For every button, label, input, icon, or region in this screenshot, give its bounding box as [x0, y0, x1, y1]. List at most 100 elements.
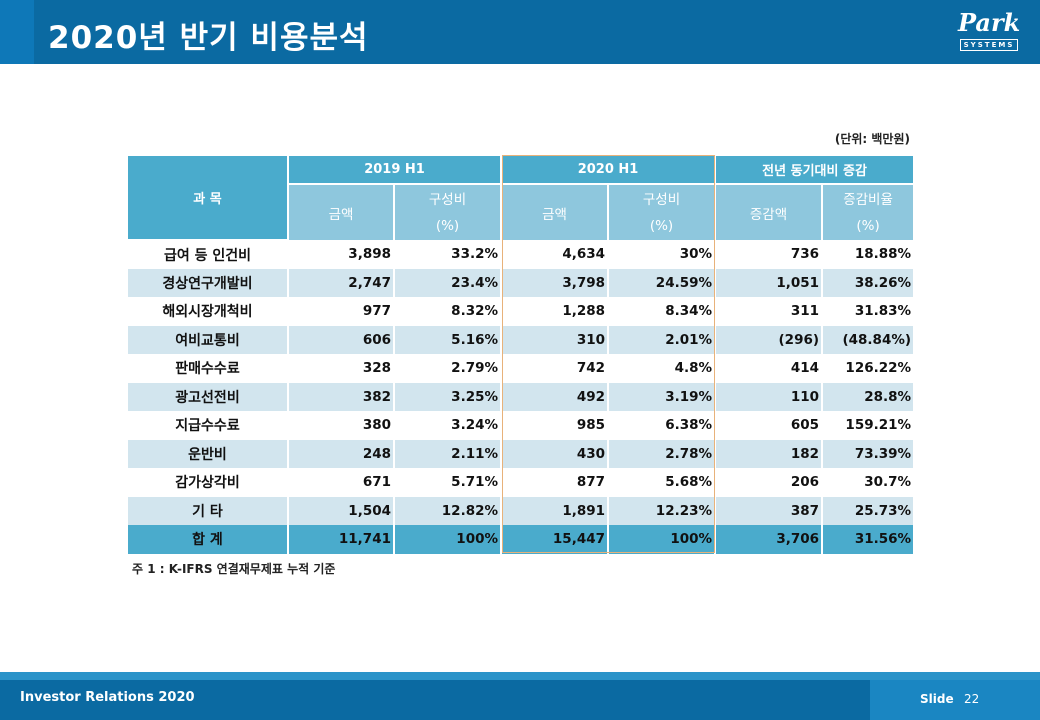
- amount-2020: 310: [501, 325, 610, 354]
- footer-strip: [0, 672, 1040, 680]
- logo-subtext: SYSTEMS: [960, 39, 1018, 51]
- total-row-label: 합 계: [128, 525, 289, 554]
- ratio-2019: 2.11%: [394, 439, 503, 468]
- group-header-2019: 2019 H1: [288, 156, 503, 185]
- total-change-rate: 31.56%: [822, 525, 914, 554]
- amount-2019: 2,747: [288, 268, 395, 297]
- amount-2020: 4,634: [501, 240, 610, 269]
- change-amount: 1,051: [715, 268, 824, 297]
- change-amount: 311: [715, 297, 824, 326]
- change-rate: 31.83%: [854, 303, 912, 320]
- amount-2020: 3,798: [501, 268, 610, 297]
- ratio-2020: 2.01%: [608, 325, 717, 354]
- change-amount: 387: [715, 496, 824, 525]
- change-amount: 206: [715, 468, 824, 497]
- ratio-2019: 3.24%: [394, 411, 503, 440]
- unit-label: (단위: 백만원): [834, 132, 910, 146]
- ratio-2020: 4.8%: [608, 354, 717, 383]
- park-systems-logo: Park SYSTEMS: [940, 8, 1030, 58]
- col-change-rate: 증감비율 (%): [822, 184, 914, 240]
- group-header-2020: 2020 H1: [501, 156, 717, 185]
- amount-2020: 985: [501, 411, 610, 440]
- logo-wordmark: Park: [958, 8, 1021, 37]
- amount-2020: 742: [501, 354, 610, 383]
- amount-2019: 380: [288, 411, 395, 440]
- ratio-2020: 6.38%: [608, 411, 717, 440]
- table-row: 지급수수료 380 3.24% 985 6.38% 605 159.21%: [128, 411, 913, 440]
- table-row: 운반비 248 2.11% 430 2.78% 182 73.39%: [128, 439, 914, 468]
- table-row: 판매수수료 328 2.79% 742 4.8% 414 126.22%: [128, 354, 913, 383]
- header-bar: [0, 0, 1040, 64]
- row-label: 광고선전비: [128, 382, 289, 411]
- ratio-2020: 8.34%: [608, 297, 717, 326]
- amount-2020: 492: [501, 382, 610, 411]
- change-rate: 159.21%: [845, 417, 912, 434]
- col-change-amount: 증감액: [715, 184, 824, 240]
- amount-2020: 877: [501, 468, 610, 497]
- slide-label: Slide: [920, 692, 954, 706]
- row-label: 여비교통비: [128, 325, 289, 354]
- total-row: 합 계 11,741 100% 15,447 100% 3,706 31.56%: [128, 525, 914, 554]
- change-rate: 126.22%: [845, 360, 912, 377]
- change-amount: 182: [715, 439, 824, 468]
- row-label: 판매수수료: [128, 354, 289, 383]
- amount-2019: 3,898: [288, 240, 395, 269]
- amount-2019: 1,504: [288, 496, 395, 525]
- change-amount: 414: [715, 354, 824, 383]
- change-rate: 38.26%: [822, 268, 914, 297]
- change-amount: 736: [715, 240, 824, 269]
- total-ratio-2019: 100%: [394, 525, 503, 554]
- change-amount: (296): [715, 325, 824, 354]
- ratio-2020: 5.68%: [608, 468, 717, 497]
- row-label: 경상연구개발비: [128, 268, 289, 297]
- page-title: 2020년 반기 비용분석: [48, 20, 369, 56]
- amount-2019: 248: [288, 439, 395, 468]
- footer-label: Investor Relations 2020: [20, 690, 195, 705]
- row-label: 급여 등 인건비: [128, 240, 289, 269]
- ratio-2020: 3.19%: [608, 382, 717, 411]
- total-amount-2020: 15,447: [501, 525, 610, 554]
- table-row: 여비교통비 606 5.16% 310 2.01% (296) (48.84%): [128, 325, 914, 354]
- slide-number: 22: [964, 692, 980, 706]
- ratio-2019: 23.4%: [394, 268, 503, 297]
- amount-2020: 430: [501, 439, 610, 468]
- amount-2019: 606: [288, 325, 395, 354]
- footer-bar: [0, 680, 1040, 720]
- col-amount-2020: 금액: [501, 184, 610, 240]
- col-ratio-2019: 구성비 (%): [394, 184, 503, 240]
- row-label: 해외시장개척비: [128, 297, 289, 326]
- row-label: 기 타: [128, 496, 289, 525]
- change-rate: 18.88%: [854, 246, 912, 263]
- table-row: 광고선전비 382 3.25% 492 3.19% 110 28.8%: [128, 382, 914, 411]
- ratio-2019: 5.71%: [394, 468, 503, 497]
- amount-2019: 382: [288, 382, 395, 411]
- row-label: 감가상각비: [128, 468, 289, 497]
- group-header-change: 전년 동기대비 증감: [715, 156, 914, 185]
- ratio-2020: 12.23%: [608, 496, 717, 525]
- ratio-2019: 2.79%: [394, 354, 503, 383]
- ratio-2019: 5.16%: [394, 325, 503, 354]
- header-accent: [0, 0, 34, 64]
- total-change-amount: 3,706: [715, 525, 824, 554]
- ratio-2020: 24.59%: [608, 268, 717, 297]
- cost-analysis-table: 과 목 2019 H1 2020 H1 전년 동기대비 증감 금액 구성비 (%)…: [128, 156, 914, 554]
- ratio-2020: 2.78%: [608, 439, 717, 468]
- total-ratio-2020: 100%: [608, 525, 717, 554]
- amount-2020: 1,891: [501, 496, 610, 525]
- amount-2019: 977: [288, 297, 395, 326]
- row-label: 운반비: [128, 439, 289, 468]
- ratio-2019: 12.82%: [394, 496, 503, 525]
- table-row: 급여 등 인건비 3,898 33.2% 4,634 30% 736 18.88%: [128, 240, 913, 269]
- ratio-2019: 8.32%: [394, 297, 503, 326]
- change-rate: 25.73%: [822, 496, 914, 525]
- ratio-2019: 33.2%: [394, 240, 503, 269]
- table-row: 기 타 1,504 12.82% 1,891 12.23% 387 25.73%: [128, 496, 914, 525]
- change-amount: 110: [715, 382, 824, 411]
- footnote: 주 1 : K-IFRS 연결재무제표 누적 기준: [132, 562, 336, 576]
- col-ratio-2020: 구성비 (%): [608, 184, 717, 240]
- amount-2019: 671: [288, 468, 395, 497]
- table-row: 경상연구개발비 2,747 23.4% 3,798 24.59% 1,051 38.26%: [128, 268, 914, 297]
- amount-2020: 1,288: [501, 297, 610, 326]
- row-label: 지급수수료: [128, 411, 289, 440]
- change-rate: (48.84%): [822, 325, 914, 354]
